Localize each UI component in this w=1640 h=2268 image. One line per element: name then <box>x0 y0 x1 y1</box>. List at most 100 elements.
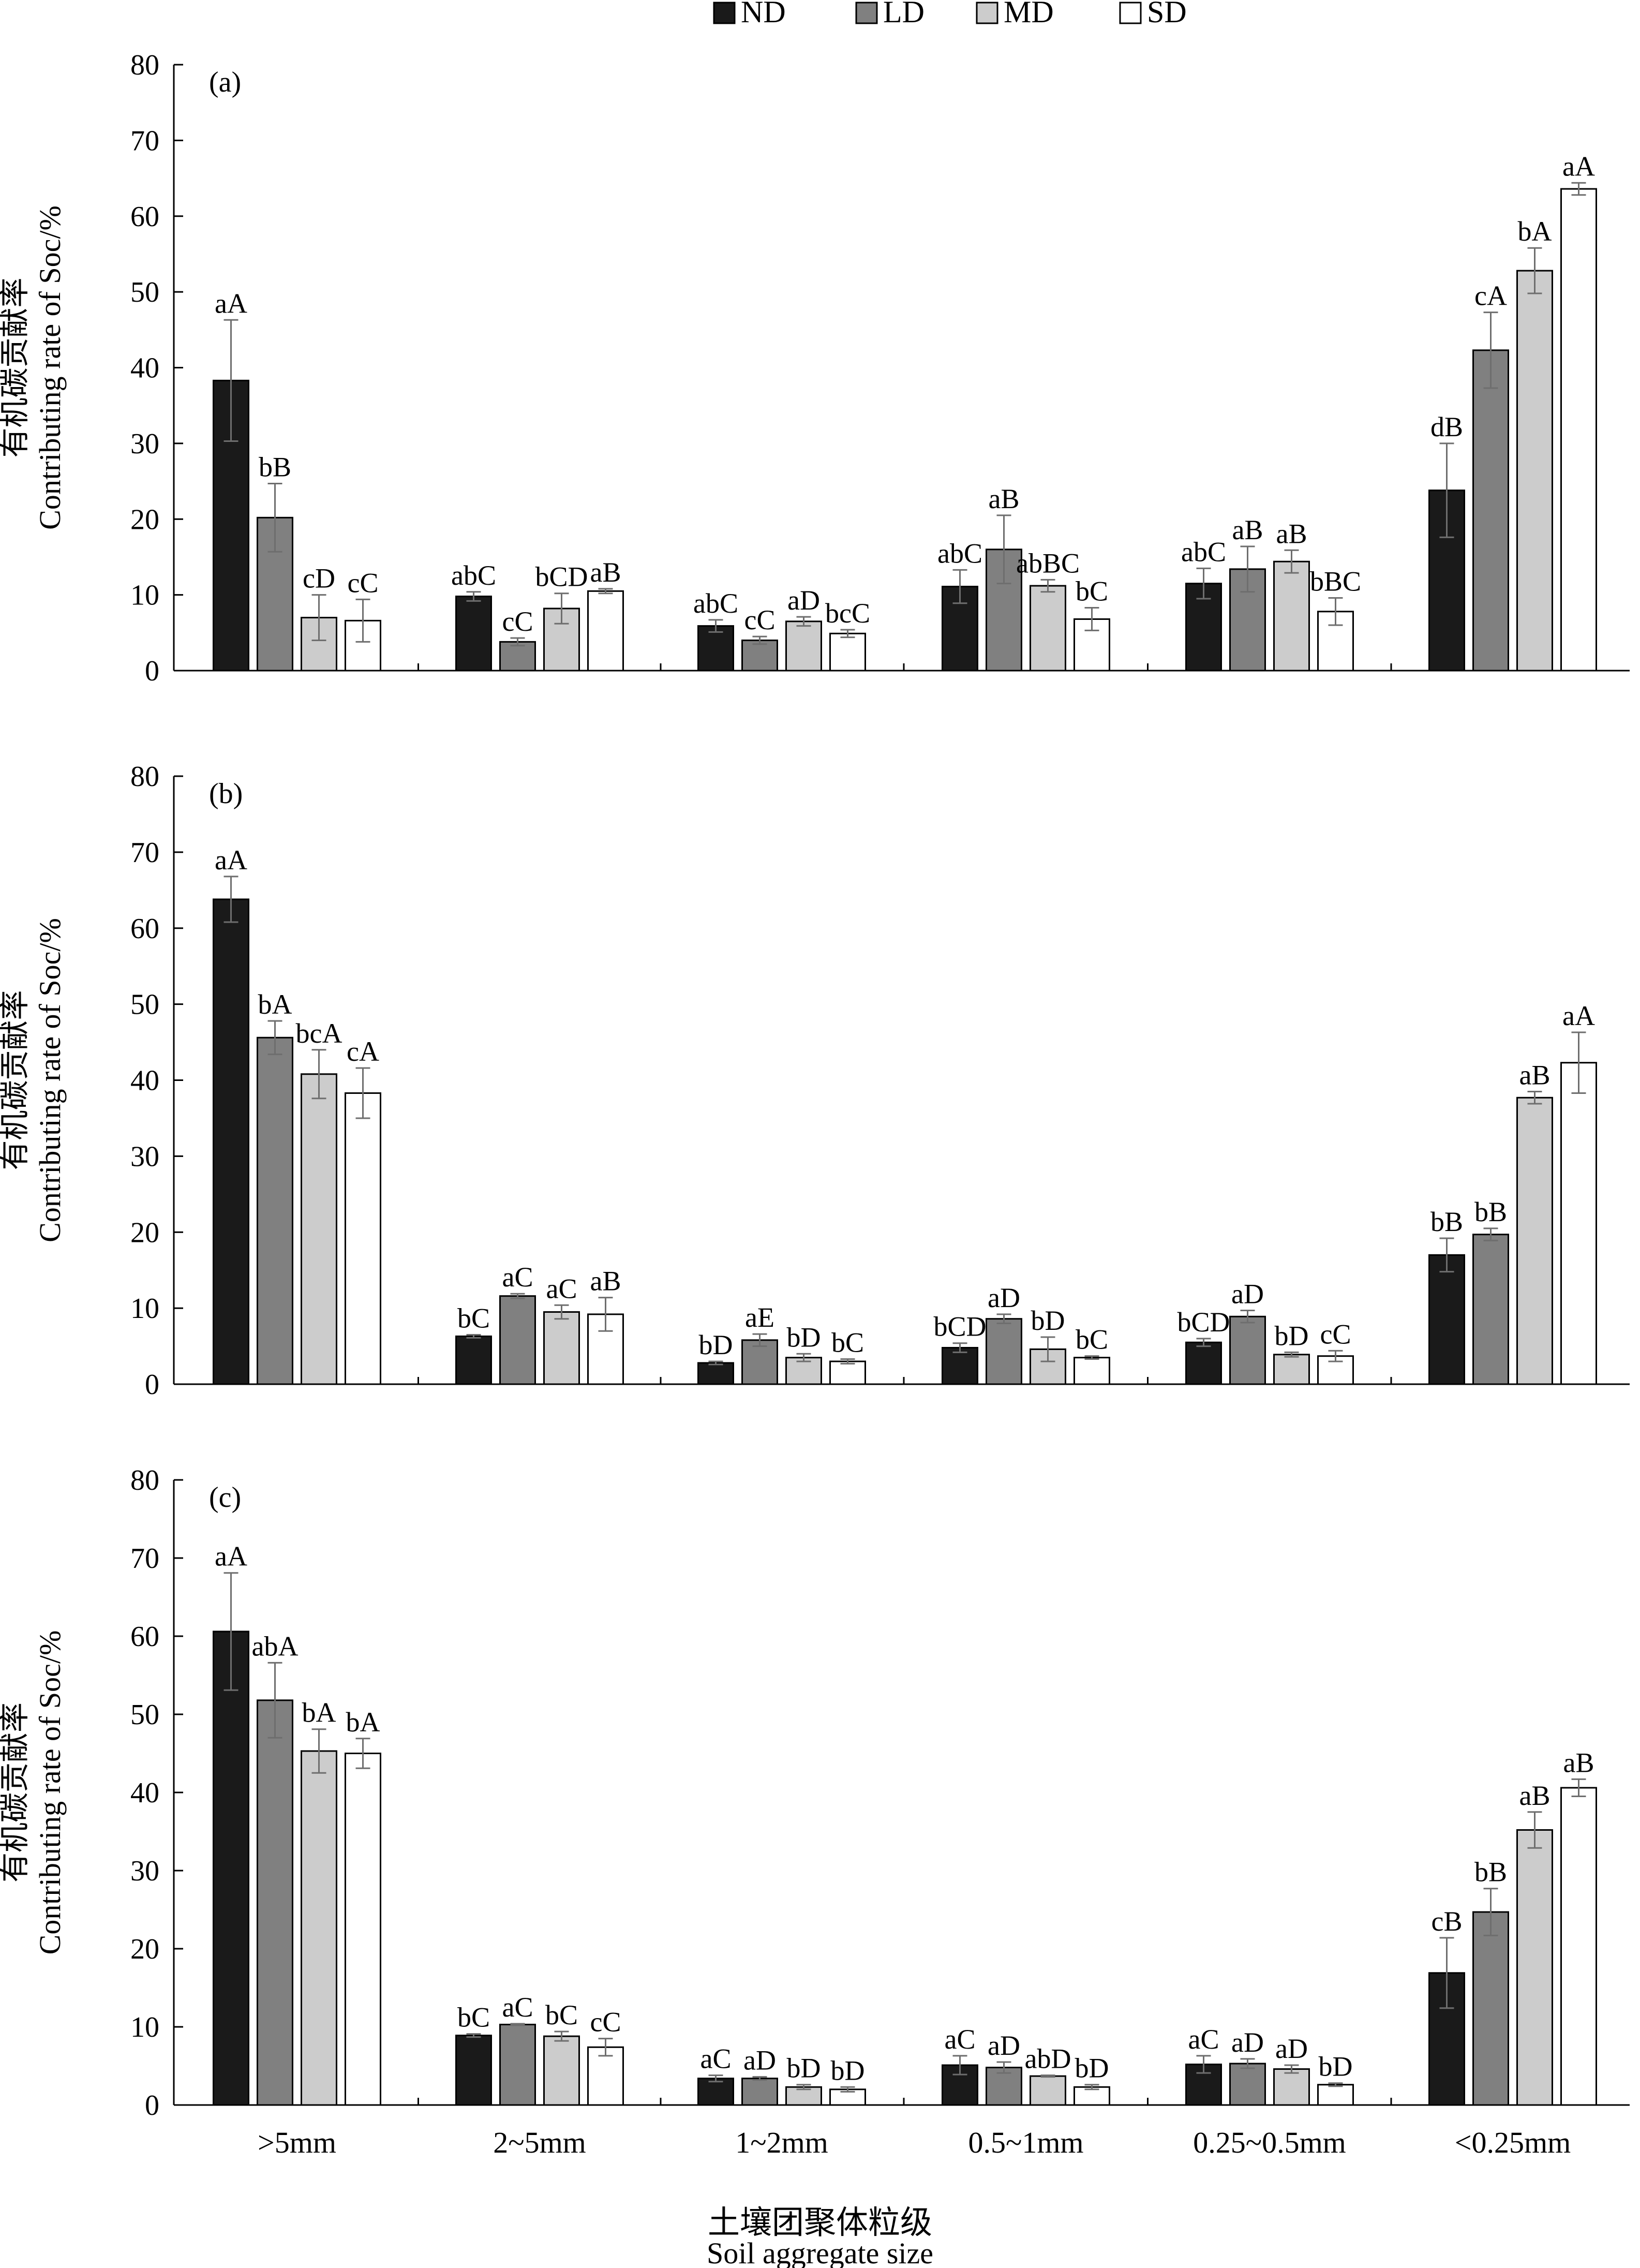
bar-ld <box>1229 2063 1266 2106</box>
y-tick-label: 0 <box>145 655 159 687</box>
error-bar <box>267 482 282 553</box>
error-bar <box>1527 247 1542 294</box>
error-bar <box>1328 597 1343 626</box>
significance-label: bC <box>457 2002 490 2033</box>
bar-sd <box>345 1753 381 2106</box>
bar-nd <box>213 1630 249 2106</box>
y-tick-label: 60 <box>130 201 159 233</box>
error-bar <box>355 1738 370 1769</box>
bar-ld <box>1229 1315 1266 1385</box>
bar-sd <box>1074 1357 1110 1385</box>
error-bar <box>796 2084 811 2091</box>
y-tick-label: 70 <box>130 837 159 869</box>
error-bar <box>223 876 238 923</box>
error-bar <box>267 1662 282 1739</box>
y-tick-label: 10 <box>130 1293 159 1325</box>
significance-label: aC <box>502 1262 533 1293</box>
error-bar <box>1196 2055 1211 2074</box>
significance-label: cB <box>1432 1906 1463 1937</box>
x-axis-title-en: Soil aggregate size <box>707 2236 933 2268</box>
y-tick-label: 20 <box>130 503 159 536</box>
y-axis-title-cn: 有机碳贡献率 <box>0 1702 32 1882</box>
y-axis-title-en: Contributing rate of Soc/% <box>33 205 67 530</box>
y-tick-label: 70 <box>130 1543 159 1575</box>
y-tick-label: 40 <box>130 1777 159 1809</box>
significance-label: bC <box>1076 576 1108 607</box>
error-bar <box>796 1353 811 1362</box>
significance-label: cC <box>348 567 379 598</box>
y-tick-label: 50 <box>130 989 159 1021</box>
y-tick-label: 10 <box>130 2011 159 2043</box>
bar-ld <box>741 639 778 672</box>
error-bar <box>510 2023 525 2026</box>
error-bar <box>1040 1336 1055 1362</box>
error-bar <box>510 637 525 647</box>
significance-label: aD <box>988 1282 1020 1313</box>
error-bar <box>1328 1350 1343 1362</box>
significance-label: aE <box>745 1302 774 1333</box>
significance-label: bC <box>831 1327 864 1358</box>
legend-label-sd: SD <box>1147 0 1187 29</box>
significance-label: cC <box>502 606 533 637</box>
legend-label-nd: ND <box>741 0 786 29</box>
significance-label: aA <box>1562 1000 1595 1031</box>
bar-md <box>1273 560 1310 672</box>
significance-label: bCD <box>933 1311 986 1342</box>
error-bar <box>1483 312 1498 389</box>
significance-label: abA <box>252 1630 299 1662</box>
error-bar <box>355 1067 370 1119</box>
error-bar <box>1084 1355 1099 1360</box>
bar-ld <box>499 641 536 672</box>
significance-label: aD <box>787 585 820 616</box>
significance-label: cC <box>590 2007 621 2038</box>
significance-label: aC <box>700 2043 732 2074</box>
error-bar <box>267 1020 282 1056</box>
significance-label: aB <box>1232 514 1263 545</box>
bar-ld <box>257 1036 293 1385</box>
error-bar <box>598 1297 613 1332</box>
bar-md <box>1030 2075 1066 2106</box>
panel-label: (a) <box>209 66 241 98</box>
significance-label: aB <box>1276 518 1307 549</box>
y-tick-label: 60 <box>130 913 159 945</box>
error-bar <box>752 635 767 645</box>
significance-label: aD <box>743 2045 776 2076</box>
error-bar <box>1571 1778 1586 1798</box>
error-bar <box>708 619 723 633</box>
bar-nd <box>213 379 249 672</box>
significance-label: bCD <box>535 561 588 592</box>
significance-label: aB <box>1519 1060 1550 1091</box>
bar-md <box>1273 2068 1310 2106</box>
significance-label: abD <box>1025 2043 1071 2074</box>
y-tick-label: 70 <box>130 125 159 157</box>
panel-b: 0 10 20 30 40 50 60 70 80 (b) 有机碳贡献率 Contributing r… <box>0 761 1630 1401</box>
x-tick-label: 0.5~1mm <box>968 2126 1083 2159</box>
y-tick-label: 30 <box>130 1855 159 1887</box>
bar-nd <box>455 2035 492 2106</box>
error-bar <box>223 1572 238 1691</box>
error-bar <box>311 594 326 641</box>
significance-label: bcC <box>825 598 870 629</box>
significance-label: abC <box>937 538 982 569</box>
bar-sd <box>829 1360 866 1385</box>
bar-ld <box>1472 1234 1509 1385</box>
error-bar <box>1284 2064 1299 2074</box>
panel-a: 0 10 20 30 40 50 60 70 80 (a) 有机碳贡献率 Contributing r… <box>0 49 1630 687</box>
significance-label: bD <box>831 2055 865 2086</box>
bar-md <box>1273 1354 1310 1385</box>
significance-label: cC <box>744 604 776 635</box>
significance-label: bD <box>1319 2051 1353 2082</box>
legend-swatch-md <box>976 2 998 24</box>
error-bar <box>1240 1310 1255 1324</box>
bar-ld <box>1472 349 1509 672</box>
error-bar <box>1571 182 1586 196</box>
significance-label: aA <box>215 844 247 876</box>
bar-ld <box>499 1295 536 1385</box>
significance-label: aB <box>1519 1780 1550 1811</box>
y-tick-label: 80 <box>130 49 159 81</box>
error-bar <box>1084 2084 1099 2091</box>
bar-ld <box>986 1318 1022 1385</box>
significance-label: aA <box>1562 151 1595 182</box>
significance-label: aD <box>1231 1279 1264 1310</box>
panel-c: 0 10 20 30 40 50 60 70 80 (c) 有机碳贡献率 Contributing r… <box>0 1464 1630 2159</box>
